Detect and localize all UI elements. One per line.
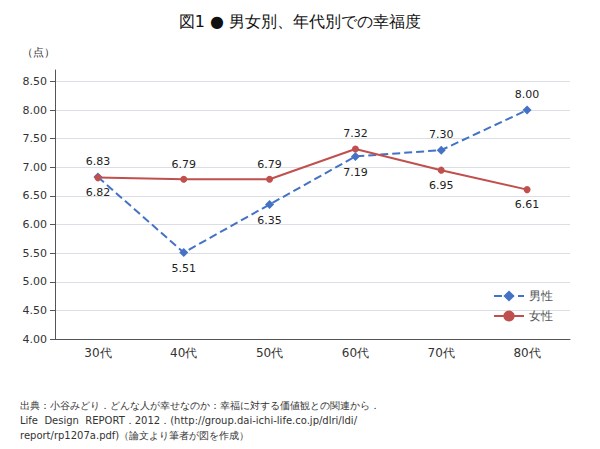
svg-text:6.35: 6.35 [257, 214, 282, 227]
svg-text:5.00: 5.00 [23, 275, 48, 288]
svg-text:図1 ● 男女別、年代別での幸福度: 図1 ● 男女別、年代別での幸福度 [179, 12, 421, 31]
svg-text:Life Design REPORT．2012．(htt: Life Design REPORT．2012．(http://group.da… [20, 415, 358, 426]
svg-text:（点）: （点） [22, 46, 55, 59]
svg-text:70代: 70代 [428, 346, 455, 360]
svg-text:6.00: 6.00 [23, 218, 48, 231]
svg-text:40代: 40代 [170, 346, 197, 360]
svg-text:男性: 男性 [529, 289, 553, 303]
svg-text:7.00: 7.00 [23, 161, 48, 174]
svg-text:7.30: 7.30 [429, 128, 454, 141]
svg-text:6.79: 6.79 [257, 158, 282, 171]
svg-text:6.50: 6.50 [23, 189, 48, 202]
svg-text:5.50: 5.50 [23, 247, 48, 260]
svg-text:6.61: 6.61 [515, 198, 540, 211]
svg-text:6.83: 6.83 [86, 155, 111, 168]
svg-text:7.19: 7.19 [343, 166, 368, 179]
svg-text:50代: 50代 [256, 346, 283, 360]
svg-text:出典：小谷みどり．どんな人が幸せなのか：幸福に対する価値観と: 出典：小谷みどり．どんな人が幸せなのか：幸福に対する価値観との関連から． [20, 400, 380, 411]
svg-text:5.51: 5.51 [172, 262, 197, 275]
svg-text:30代: 30代 [84, 346, 111, 360]
svg-text:80代: 80代 [513, 346, 540, 360]
svg-text:6.82: 6.82 [86, 186, 111, 199]
svg-text:4.50: 4.50 [23, 304, 48, 317]
svg-text:6.95: 6.95 [429, 179, 454, 192]
svg-text:8.50: 8.50 [23, 75, 48, 88]
svg-text:60代: 60代 [342, 346, 369, 360]
svg-text:8.00: 8.00 [515, 88, 540, 101]
svg-text:7.50: 7.50 [23, 132, 48, 145]
svg-text:6.79: 6.79 [172, 158, 197, 171]
svg-text:report/rp1207a.pdf)（論文より筆者が図を作: report/rp1207a.pdf)（論文より筆者が図を作成） [20, 430, 249, 441]
svg-text:4.00: 4.00 [23, 333, 48, 346]
svg-text:7.32: 7.32 [343, 127, 368, 140]
svg-text:8.00: 8.00 [23, 104, 48, 117]
svg-text:女性: 女性 [529, 309, 553, 323]
